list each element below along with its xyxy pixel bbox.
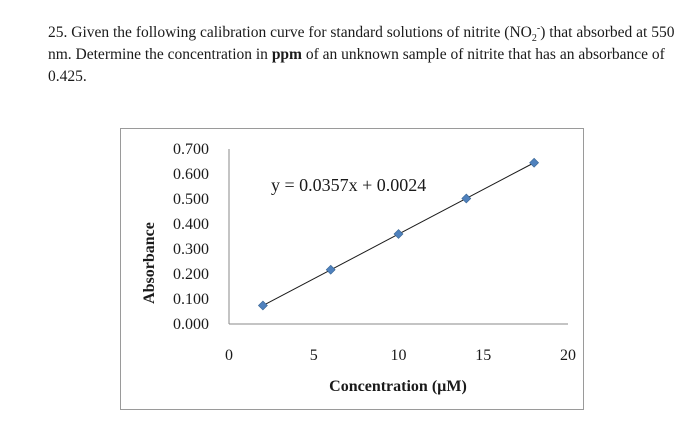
question-bold-unit: ppm [271, 46, 302, 63]
x-tick-label: 10 [391, 347, 407, 364]
question-text: 25. Given the following calibration curv… [48, 22, 678, 88]
x-tick-label: 5 [310, 347, 318, 364]
question-part-2: ) that absorbed at 550 nm. Determine the… [48, 24, 675, 63]
y-tick-label: 0.600 [173, 166, 209, 183]
data-point [257, 300, 268, 311]
data-point [529, 157, 540, 168]
nitrite-subscript: 2 [531, 33, 537, 45]
x-axis-title: Concentration (µM) [329, 378, 467, 395]
y-axis-title: Absorbance [141, 222, 158, 304]
trendline-equation: y = 0.0357x + 0.0024 [271, 175, 426, 195]
calibration-chart: 0.000 0.100 0.200 0.300 0.400 0.500 0.600 0.700… [141, 141, 576, 395]
data-point [393, 229, 404, 239]
question-number: 25. [48, 24, 68, 41]
y-tick-label: 0.400 [173, 216, 209, 233]
y-tick-label: 0.000 [173, 316, 209, 333]
question-part-1: Given the following calibration curve fo… [67, 24, 532, 41]
data-point [325, 264, 336, 275]
y-tick-label: 0.200 [173, 266, 209, 283]
data-point [461, 193, 472, 204]
y-tick-label: 0.300 [173, 241, 209, 258]
y-tick-label: 0.700 [173, 141, 209, 158]
chart-frame: 0.000 0.100 0.200 0.300 0.400 0.500 0.600 0.700… [120, 128, 584, 410]
x-tick-label: 0 [225, 347, 233, 364]
y-tick-label: 0.500 [173, 191, 209, 208]
nitrite-superscript: - [536, 22, 541, 34]
x-tick-label: 20 [560, 347, 576, 364]
y-tick-label: 0.100 [173, 291, 209, 308]
question-part-3: of an unknown sample of nitrite that has… [48, 46, 665, 85]
x-tick-label: 15 [475, 347, 491, 364]
